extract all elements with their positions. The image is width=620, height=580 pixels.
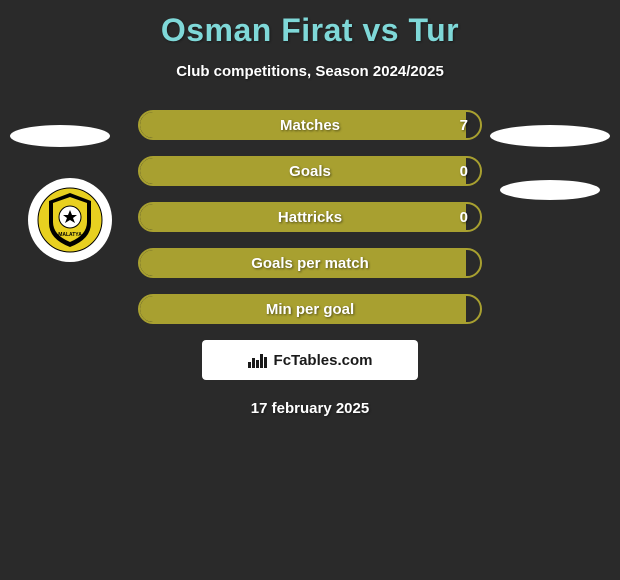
stat-row: Goals0 (138, 156, 482, 186)
stat-row: Matches7 (138, 110, 482, 140)
comparison-title: Osman Firat vs Tur (0, 0, 620, 49)
player-right-placeholder-2 (500, 180, 600, 200)
stat-label: Matches (140, 112, 480, 138)
player-left-placeholder (10, 125, 110, 147)
brand-footer: FcTables.com (202, 340, 418, 380)
chart-icon (248, 352, 268, 368)
badge-text: MALATYA (58, 232, 82, 238)
stat-value: 0 (460, 204, 468, 230)
stat-label: Goals (140, 158, 480, 184)
snapshot-date: 17 february 2025 (0, 400, 620, 417)
stat-value: 0 (460, 158, 468, 184)
stats-container: Matches7Goals0Hattricks0Goals per matchM… (138, 110, 482, 324)
brand-name: FcTables.com (274, 352, 373, 369)
stat-row: Min per goal (138, 294, 482, 324)
stat-label: Min per goal (140, 296, 480, 322)
stat-row: Hattricks0 (138, 202, 482, 232)
stat-row: Goals per match (138, 248, 482, 278)
stat-value: 7 (460, 112, 468, 138)
club-badge-icon: MALATYA (37, 187, 103, 253)
comparison-subtitle: Club competitions, Season 2024/2025 (0, 63, 620, 80)
stat-label: Goals per match (140, 250, 480, 276)
stat-label: Hattricks (140, 204, 480, 230)
player-right-placeholder-1 (490, 125, 610, 147)
club-badge: MALATYA (28, 178, 112, 262)
